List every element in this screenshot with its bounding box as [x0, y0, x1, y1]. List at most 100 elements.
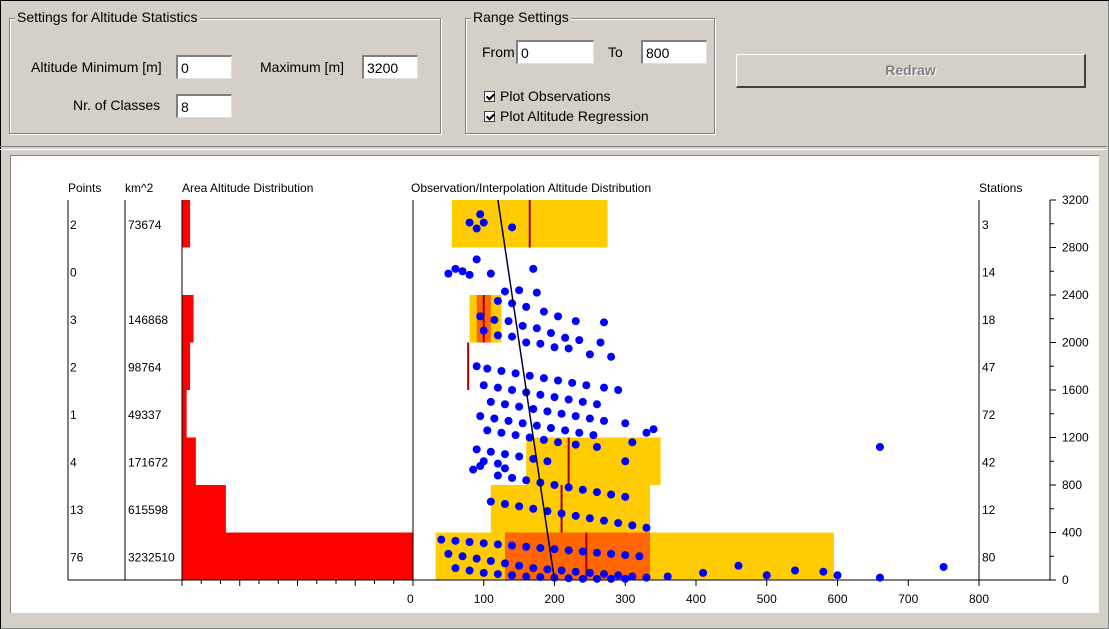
area-distribution-header: Area Altitude Distribution — [182, 181, 313, 195]
y-tick-label: 1600 — [1062, 383, 1089, 397]
observation-point — [493, 331, 502, 340]
observation-point — [554, 376, 563, 385]
observation-point — [536, 573, 545, 582]
observation-point — [476, 312, 485, 321]
observation-point — [649, 425, 658, 434]
observation-point — [493, 540, 502, 549]
observation-point — [550, 343, 559, 352]
class-points-label: 1 — [70, 408, 77, 422]
observation-point — [592, 488, 601, 497]
y-tick-label: 3200 — [1062, 193, 1089, 207]
x-tick-label: 600 — [827, 592, 847, 606]
observation-point — [539, 435, 548, 444]
observation-point — [561, 426, 570, 435]
observation-point — [762, 571, 771, 580]
plot-area: Points km^2 Area Altitude Distribution Obse… — [10, 155, 1099, 613]
observation-point — [529, 564, 538, 573]
area-bar — [182, 437, 196, 485]
observation-point — [532, 288, 541, 297]
observation-point — [578, 547, 587, 556]
observation-point — [479, 218, 488, 227]
area-bar — [182, 390, 187, 438]
observation-point — [571, 567, 580, 576]
y-tick-label: 400 — [1062, 526, 1082, 540]
stations-header: Stations — [979, 181, 1022, 195]
redraw-button[interactable]: Redraw — [736, 54, 1086, 88]
class-stations-label: 42 — [982, 456, 996, 470]
observation-point — [529, 504, 538, 513]
observation-point — [592, 400, 601, 409]
observation-point — [479, 539, 488, 548]
plot-observations-checkbox[interactable]: Plot Observations — [484, 88, 611, 104]
observation-point — [476, 412, 485, 421]
observation-point — [607, 549, 616, 558]
observation-point — [607, 574, 616, 583]
altitude-max-input[interactable] — [362, 55, 418, 79]
plot-regression-checkbox[interactable]: Plot Altitude Regression — [484, 108, 649, 124]
observation-point — [504, 416, 513, 425]
x-tick-label: 100 — [474, 592, 494, 606]
class-stations-label: 12 — [982, 503, 996, 517]
y-tick-label: 800 — [1062, 478, 1082, 492]
observation-point — [564, 546, 573, 555]
altitude-settings-group — [9, 18, 441, 134]
observation-point — [833, 571, 842, 580]
class-stations-label: 3 — [982, 218, 989, 232]
observation-point — [642, 428, 651, 437]
range-from-input[interactable] — [516, 40, 594, 64]
observation-point — [500, 559, 509, 568]
observation-point — [497, 367, 506, 375]
class-range-box — [490, 485, 651, 533]
observation-point — [561, 333, 570, 342]
observation-point — [490, 414, 499, 423]
class-area-label: 98764 — [128, 361, 162, 375]
observation-point — [564, 483, 573, 492]
classes-label: Nr. of Classes — [73, 97, 161, 113]
observation-point — [578, 397, 587, 406]
observation-point — [532, 324, 541, 333]
observation-point — [585, 414, 594, 423]
range-settings-group — [465, 18, 715, 134]
observation-point — [508, 332, 517, 341]
area-header: km^2 — [125, 181, 154, 195]
observation-point — [522, 338, 531, 347]
observation-point — [444, 549, 453, 558]
observation-point — [557, 509, 566, 518]
range-to-input[interactable] — [641, 40, 707, 64]
observation-point — [596, 338, 605, 347]
plot-observations-label: Plot Observations — [500, 88, 611, 104]
observation-point — [486, 557, 495, 565]
observation-point — [518, 419, 527, 428]
observation-point — [508, 223, 517, 232]
x-tick-label: 0 — [407, 592, 414, 606]
observation-point — [554, 312, 563, 321]
observation-point — [607, 352, 616, 361]
observation-point — [472, 224, 481, 233]
observation-point — [486, 497, 495, 506]
observation-point — [600, 416, 609, 425]
observation-point — [543, 565, 552, 574]
observation-point — [472, 445, 481, 454]
classes-input[interactable] — [176, 94, 232, 118]
altitude-settings-legend: Settings for Altitude Statistics — [15, 9, 200, 25]
observation-point — [578, 485, 587, 494]
observation-point — [518, 321, 527, 330]
x-tick-label: 500 — [757, 592, 777, 606]
observation-point — [557, 409, 566, 418]
class-points-label: 4 — [70, 456, 77, 470]
panel-separator — [0, 146, 1107, 150]
observation-point — [819, 567, 828, 576]
observation-point — [515, 561, 524, 570]
observation-point — [493, 459, 502, 468]
observation-point — [539, 374, 548, 383]
observation-point — [575, 336, 584, 345]
x-tick-label: 300 — [615, 592, 635, 606]
x-tick-label: 800 — [969, 592, 989, 606]
observation-point — [564, 395, 573, 404]
observation-point — [465, 218, 474, 227]
class-area-label: 49337 — [128, 408, 162, 422]
altitude-min-input[interactable] — [176, 55, 232, 79]
class-points-label: 2 — [70, 361, 77, 375]
observation-point — [592, 443, 601, 451]
observation-point — [628, 521, 637, 530]
